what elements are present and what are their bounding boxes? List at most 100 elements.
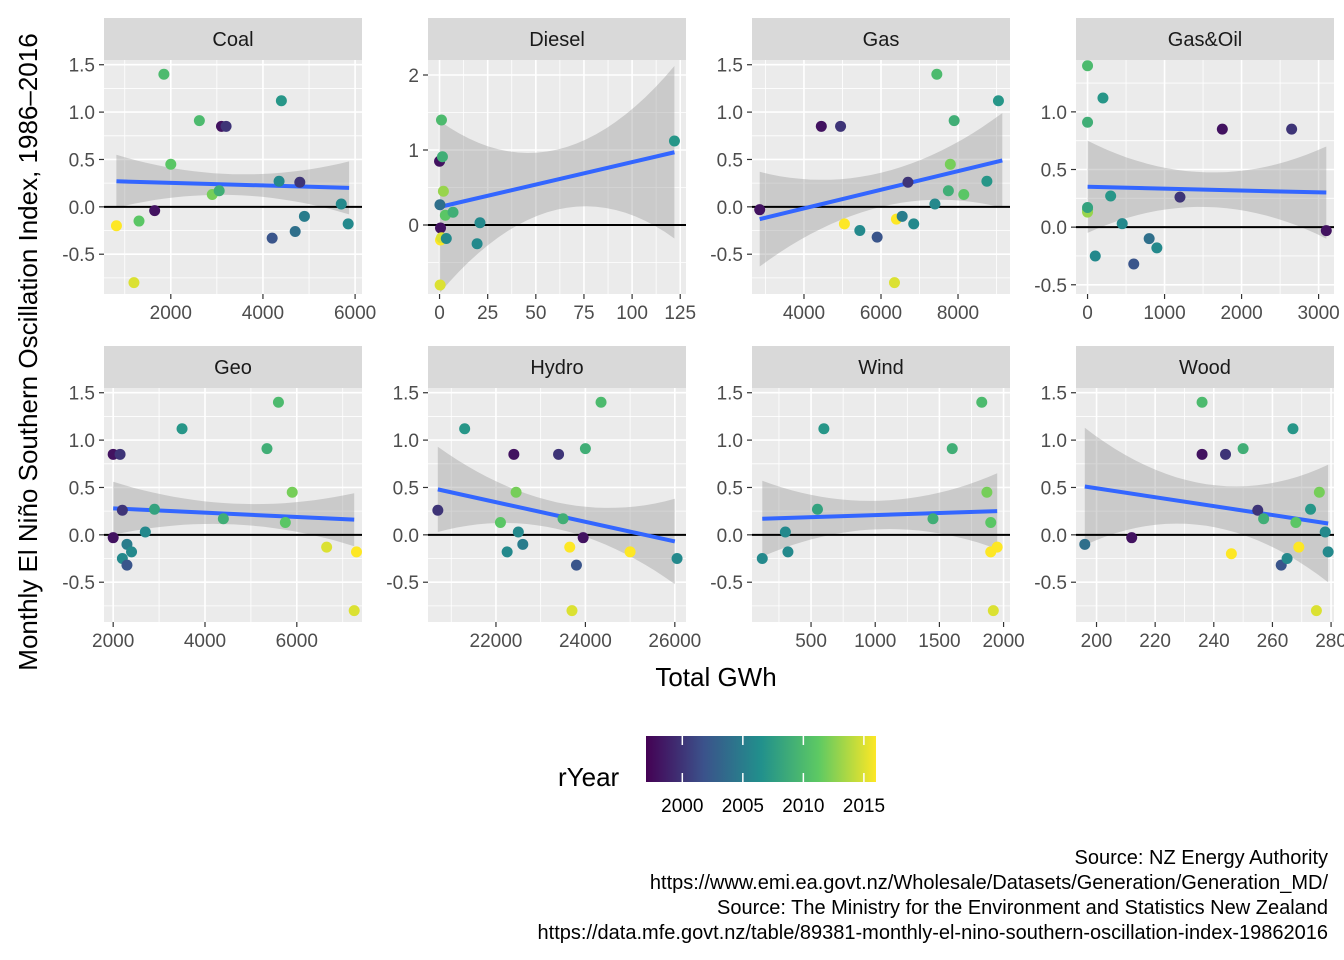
data-point — [564, 541, 576, 553]
x-tick-label: 2000 — [150, 303, 192, 324]
data-point — [350, 546, 362, 558]
data-point — [1319, 526, 1331, 538]
y-tick-label: -0.5 — [710, 573, 743, 594]
data-point — [348, 605, 360, 617]
y-axis-title: Monthly El Niño Southern Oscillation Ind… — [13, 33, 43, 670]
legend-tick-label: 2000 — [661, 796, 703, 817]
y-tick-label: 1.0 — [717, 103, 743, 124]
data-point — [434, 199, 446, 211]
data-point — [1097, 92, 1109, 104]
data-point — [266, 232, 278, 244]
x-tick-label: 240 — [1198, 631, 1230, 652]
facet-gas: Gas -0.5 0.0 0.5 1.0 1.5 4000 6000 8000 — [710, 18, 1010, 324]
data-point — [1216, 123, 1228, 135]
y-tick-label: 0.5 — [1041, 161, 1067, 182]
data-point — [213, 185, 225, 197]
data-point — [459, 423, 471, 435]
data-point — [557, 513, 569, 525]
y-tick-label: 0.5 — [69, 150, 95, 171]
facet-strip — [752, 18, 1010, 60]
data-point — [294, 176, 306, 188]
data-point — [116, 504, 128, 516]
x-tick-label: 1500 — [918, 631, 960, 652]
legend-tick-label: 2015 — [843, 796, 885, 817]
data-point — [992, 95, 1004, 107]
y-tick-label: 2 — [408, 66, 419, 87]
data-point — [1310, 605, 1322, 617]
data-point — [944, 158, 956, 170]
data-point — [1252, 504, 1264, 516]
data-point — [1082, 60, 1094, 72]
y-tick-label: 0.0 — [1041, 218, 1067, 239]
data-point — [1174, 191, 1186, 203]
x-tick-label: 100 — [616, 303, 648, 324]
data-point — [474, 217, 486, 229]
data-point — [139, 526, 151, 538]
facet-wind: Wind -0.5 0.0 0.5 1.0 1.5 500 1000 1500 2000 — [710, 346, 1025, 652]
facet-title: Geo — [214, 357, 252, 379]
y-tick-label: 1.5 — [69, 384, 95, 405]
facet-title: Coal — [212, 29, 253, 51]
x-tick-label: 1000 — [854, 631, 896, 652]
caption-line: Source: NZ Energy Authority — [1075, 847, 1328, 869]
x-tick-label: 26000 — [648, 631, 701, 652]
y-tick-label: 1.0 — [393, 431, 419, 452]
source-captions: Source: NZ Energy Authority https://www.e… — [538, 847, 1329, 944]
data-point — [1143, 233, 1155, 245]
y-tick-label: 1.5 — [69, 56, 95, 77]
data-point — [1237, 443, 1249, 455]
x-tick-label: 2000 — [1220, 303, 1262, 324]
trend-line — [439, 150, 675, 209]
data-point — [494, 517, 506, 529]
facet-strip — [1076, 346, 1334, 388]
data-point — [321, 541, 333, 553]
y-tick-label: 0.0 — [717, 526, 743, 547]
x-tick-label: 22000 — [470, 631, 523, 652]
data-point — [447, 206, 459, 218]
y-tick-label: 0.0 — [69, 526, 95, 547]
data-point — [948, 115, 960, 127]
data-point — [811, 503, 823, 515]
data-point — [1082, 116, 1094, 128]
trend-line — [437, 487, 676, 544]
data-point — [512, 526, 524, 538]
data-point — [286, 486, 298, 498]
x-tick-label: 3000 — [1297, 303, 1339, 324]
x-tick-label: 280 — [1315, 631, 1344, 652]
y-tick-label: -0.5 — [62, 573, 95, 594]
data-point — [987, 605, 999, 617]
data-point — [595, 396, 607, 408]
legend-colorbar — [646, 736, 876, 782]
data-point — [756, 553, 768, 565]
data-point — [835, 120, 847, 132]
legend-tick-label: 2010 — [782, 796, 824, 817]
data-point — [754, 204, 766, 216]
y-tick-label: -0.5 — [710, 245, 743, 266]
data-point — [1313, 486, 1325, 498]
color-legend: rYear 2000 2005 2010 2015 — [558, 736, 885, 817]
data-point — [1105, 190, 1117, 202]
x-tick-label: 2000 — [982, 631, 1024, 652]
facet-strip — [104, 346, 362, 388]
data-point — [193, 115, 205, 127]
data-point — [854, 225, 866, 237]
data-point — [1286, 123, 1298, 135]
data-point — [440, 233, 452, 244]
trend-line — [762, 509, 998, 521]
data-point — [335, 198, 347, 210]
data-point — [782, 546, 794, 558]
data-point — [1281, 553, 1293, 565]
facet-wood: Wood -0.5 0.0 0.5 1.0 1.5 200 220 240 260 280 — [1034, 346, 1344, 652]
y-tick-label: -0.5 — [62, 245, 95, 266]
x-tick-label: 4000 — [783, 303, 825, 324]
data-point — [671, 553, 683, 565]
data-point — [176, 423, 188, 435]
data-point — [976, 396, 988, 408]
y-tick-label: 1 — [408, 141, 419, 162]
y-tick-label: -0.5 — [386, 573, 419, 594]
data-point — [298, 210, 310, 222]
x-tick-label: 6000 — [860, 303, 902, 324]
legend-tick-label: 2005 — [722, 796, 764, 817]
data-point — [148, 503, 160, 515]
data-point — [1220, 448, 1232, 460]
